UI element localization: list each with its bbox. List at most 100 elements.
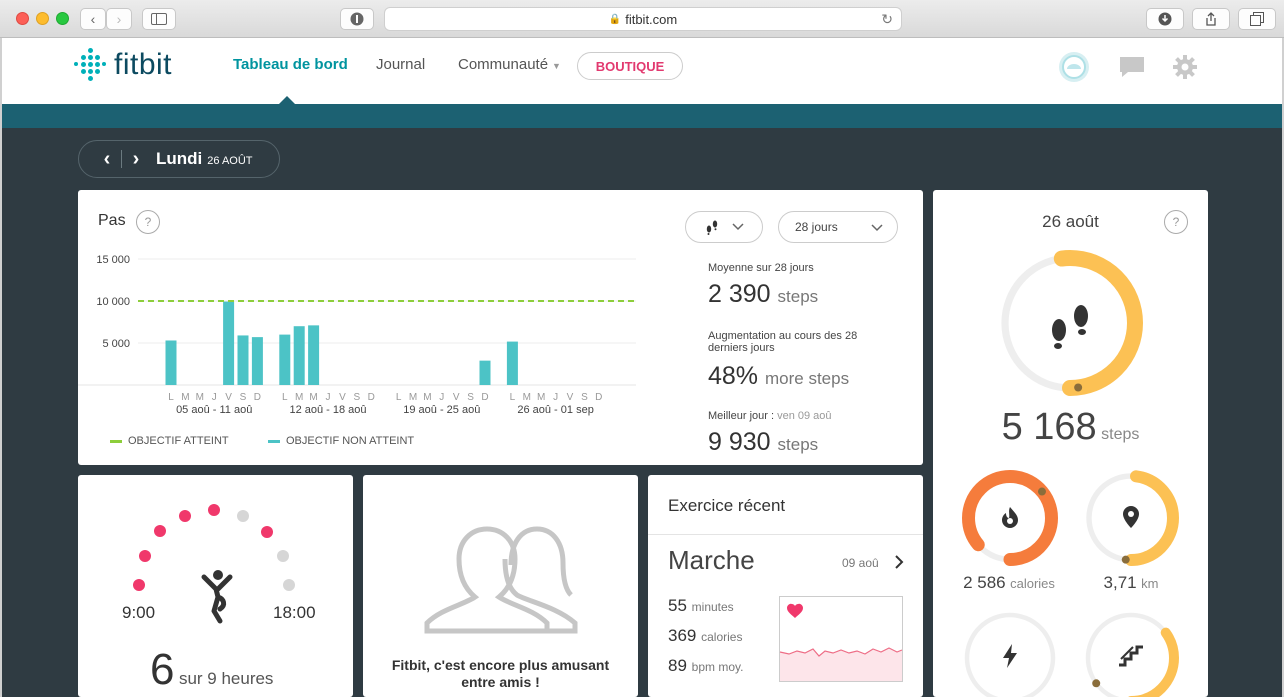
average-label: Moyenne sur 28 jours xyxy=(708,262,814,274)
hour-dot xyxy=(139,550,151,562)
next-day-button[interactable]: › xyxy=(132,147,140,170)
day-letter: J xyxy=(212,392,217,403)
increase-value: 48% more steps xyxy=(708,362,849,391)
help-button[interactable]: ? xyxy=(1164,210,1188,234)
share-icon xyxy=(1206,12,1216,26)
ring-end-dot xyxy=(1074,383,1083,392)
reload-icon[interactable]: ↻ xyxy=(881,11,893,27)
downloads-button[interactable] xyxy=(1146,8,1184,30)
exercise-calories: 369 calories xyxy=(668,626,742,646)
nav-community[interactable]: Communauté ▼ xyxy=(458,56,561,73)
week-label: 19 aoû - 25 aoû xyxy=(403,404,480,416)
ring-progress xyxy=(1083,610,1179,697)
step-bar[interactable] xyxy=(251,337,263,385)
ring-progress xyxy=(962,470,1058,566)
day-letter: J xyxy=(326,392,331,403)
nav-journal[interactable]: Journal xyxy=(376,56,426,73)
avatar-icon xyxy=(1059,52,1089,82)
selected-date: 26 AOÛT xyxy=(207,154,253,167)
bpm-value: 89 xyxy=(668,656,687,675)
minimize-window-button[interactable] xyxy=(36,12,49,25)
ring-track xyxy=(964,612,1056,697)
address-bar[interactable]: 🔒 fitbit.com ↻ xyxy=(384,7,902,31)
ring-end-dot xyxy=(1121,555,1130,564)
friends-card[interactable]: Fitbit, c'est encore plus amusant entre … xyxy=(363,475,638,697)
increase-number: 48% xyxy=(708,362,759,390)
best-day-title: Meilleur jour : xyxy=(708,410,775,422)
close-window-button[interactable] xyxy=(16,12,29,25)
steps-progress-ring[interactable] xyxy=(995,248,1145,398)
day-letter: D xyxy=(368,392,375,403)
hour-dot xyxy=(261,526,273,538)
calories-progress-ring[interactable] xyxy=(960,468,1060,568)
step-bar[interactable] xyxy=(223,301,235,385)
range-dropdown[interactable]: 28 jours xyxy=(778,211,898,243)
floors-progress-ring[interactable] xyxy=(1081,608,1181,697)
calories-total: 2 586 calories xyxy=(933,573,1085,593)
share-button[interactable] xyxy=(1192,8,1230,30)
day-letter: M xyxy=(523,392,531,403)
day-letter: L xyxy=(510,392,516,403)
step-bar[interactable] xyxy=(506,341,518,385)
distance-progress-ring[interactable] xyxy=(1081,468,1181,568)
day-letter: L xyxy=(168,392,174,403)
active-minutes-progress-ring[interactable] xyxy=(960,608,1060,697)
previous-day-button[interactable]: ‹ xyxy=(103,147,111,170)
fitbit-logo[interactable]: fitbit xyxy=(74,48,172,82)
step-bar[interactable] xyxy=(237,335,249,385)
chat-icon xyxy=(1120,57,1144,77)
activity-name[interactable]: Marche xyxy=(668,545,755,575)
heart-rate-chart[interactable] xyxy=(779,596,903,682)
day-letter: L xyxy=(282,392,288,403)
daily-summary-card: 26 août ? 5 168 steps 2 586 calories 3,7… xyxy=(933,190,1208,697)
distance-value: 3,71 xyxy=(1103,573,1137,592)
gear-icon xyxy=(1173,55,1197,79)
ring-progress xyxy=(1083,470,1179,566)
step-bar[interactable] xyxy=(279,334,291,385)
chevron-left-icon: ‹ xyxy=(90,11,96,27)
best-day-value: 9 930 steps xyxy=(708,428,818,457)
best-day-label: Meilleur jour : ven 09 aoû xyxy=(708,410,832,422)
hourly-activity-card: 9:00 18:00 6 sur 9 heures xyxy=(78,475,353,697)
steps-unit: steps xyxy=(1101,426,1140,443)
forward-button[interactable]: › xyxy=(106,8,132,30)
step-bar[interactable] xyxy=(308,325,320,385)
card-title: Exercice récent xyxy=(668,496,786,515)
day-letter: L xyxy=(396,392,402,403)
hour-dot xyxy=(237,510,249,522)
location-pin-icon xyxy=(1123,506,1139,528)
day-letter: S xyxy=(240,392,247,403)
zoom-window-button[interactable] xyxy=(56,12,69,25)
minutes-unit: minutes xyxy=(691,600,734,614)
steps-value: 5 168 xyxy=(1001,406,1097,448)
legend-label: OBJECTIF ATTEINT xyxy=(128,435,229,447)
day-letter: V xyxy=(339,392,346,403)
steps-card: Pas ? 28 jours 15 000 10 000 5 000 L M M J 05 a… xyxy=(78,190,923,465)
chevron-right-icon[interactable] xyxy=(894,555,904,569)
messages-button[interactable] xyxy=(1115,50,1149,84)
help-button[interactable]: ? xyxy=(136,210,160,234)
average-value: 2 390 steps xyxy=(708,280,818,309)
y-tick-label: 10 000 xyxy=(96,296,130,308)
week-label: 05 aoû - 11 aoû xyxy=(176,404,252,416)
logo-wordmark: fitbit xyxy=(114,48,173,81)
sidebar-button[interactable] xyxy=(142,8,176,30)
tabs-button[interactable] xyxy=(1238,8,1276,30)
step-bar[interactable] xyxy=(479,360,491,385)
hour-dot xyxy=(154,525,166,537)
shield-button[interactable] xyxy=(340,8,374,30)
step-bar[interactable] xyxy=(165,340,177,385)
lock-icon: 🔒 xyxy=(608,13,622,25)
activity-type-dropdown[interactable] xyxy=(685,211,763,243)
hour-dot xyxy=(133,579,145,591)
window-edge xyxy=(0,38,2,697)
day-letter: M xyxy=(309,392,317,403)
increase-unit: more steps xyxy=(765,369,850,388)
shop-button[interactable]: BOUTIQUE xyxy=(577,52,683,80)
nav-dashboard[interactable]: Tableau de bord xyxy=(233,56,348,73)
back-button[interactable]: ‹ xyxy=(80,8,106,30)
settings-button[interactable] xyxy=(1168,50,1202,84)
step-bar[interactable] xyxy=(293,326,305,385)
profile-avatar[interactable] xyxy=(1057,50,1091,84)
hour-dot xyxy=(283,579,295,591)
